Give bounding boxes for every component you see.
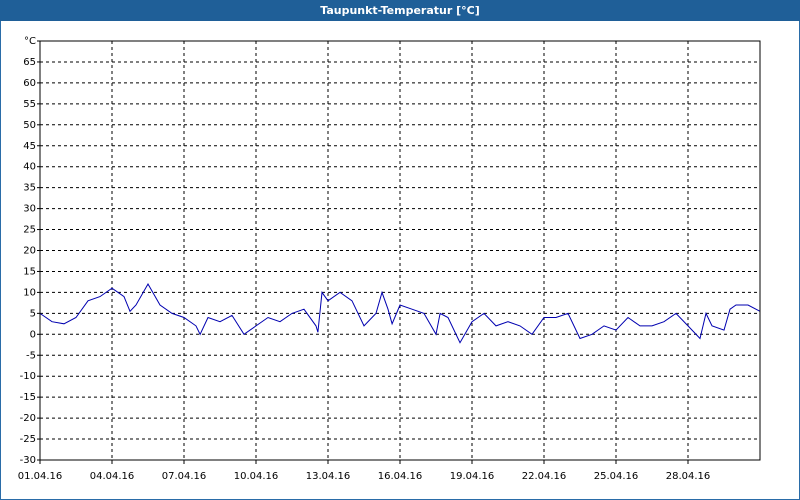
data-line <box>39 282 761 344</box>
y-tick-label: 45 <box>23 141 36 152</box>
y-tick-label: °C <box>24 36 36 47</box>
plot-frame <box>39 40 761 461</box>
y-tick-label: 55 <box>23 99 36 110</box>
y-tick-label: 20 <box>23 246 36 257</box>
x-tick-label: 07.04.16 <box>162 471 207 482</box>
y-tick-label: -5 <box>26 350 36 361</box>
x-tick-label: 04.04.16 <box>90 471 135 482</box>
x-tick-label: 16.04.16 <box>378 471 423 482</box>
y-tick-label: 40 <box>23 162 36 173</box>
x-tick-label: 10.04.16 <box>234 471 279 482</box>
y-tick-label: -10 <box>20 371 36 382</box>
y-tick-label: -15 <box>20 392 36 403</box>
x-tick-label: 13.04.16 <box>306 471 351 482</box>
chart-title: Taupunkt-Temperatur [°C] <box>320 4 480 17</box>
x-tick-label: 22.04.16 <box>522 471 567 482</box>
x-tick-label: 01.04.16 <box>18 471 63 482</box>
y-tick-label: 5 <box>30 308 36 319</box>
y-tick-label: -20 <box>20 413 36 424</box>
y-tick-label: 0 <box>30 329 36 340</box>
y-tick-label: 10 <box>23 287 36 298</box>
y-tick-label: 60 <box>23 78 36 89</box>
y-tick-label: 50 <box>23 120 36 131</box>
title-bar <box>0 0 800 21</box>
y-tick-label: -30 <box>20 455 36 466</box>
y-tick-label: -25 <box>20 434 36 445</box>
y-tick-label: 25 <box>23 225 36 236</box>
y-tick-label: 35 <box>23 183 36 194</box>
x-tick-label: 25.04.16 <box>594 471 639 482</box>
y-tick-label: 15 <box>23 266 36 277</box>
x-tick-label: 19.04.16 <box>450 471 495 482</box>
x-tick-label: 28.04.16 <box>666 471 711 482</box>
y-tick-label: 30 <box>23 204 36 215</box>
y-tick-label: 65 <box>23 57 36 68</box>
